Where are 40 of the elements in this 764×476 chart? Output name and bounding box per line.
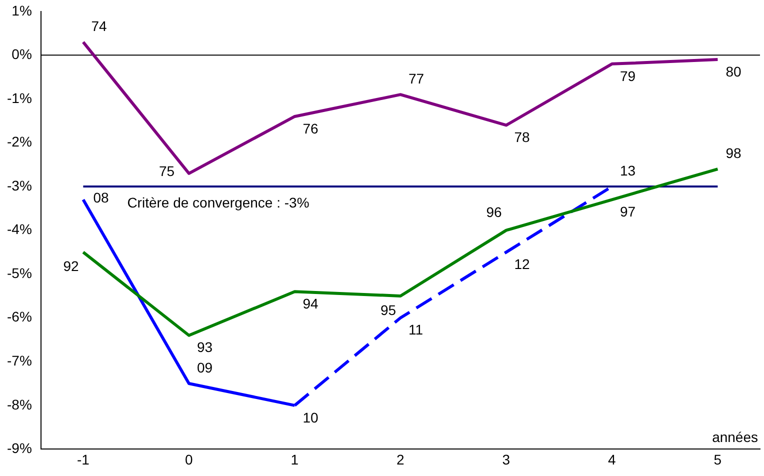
y-tick-label: -4% — [6, 221, 32, 238]
annotation: 08 — [93, 190, 109, 206]
y-tick-label: -2% — [6, 134, 32, 150]
annotation: 09 — [196, 359, 213, 376]
y-tick-label: -9% — [6, 440, 32, 456]
x-axis-title: années — [712, 429, 758, 446]
x-tick-label: 5 — [714, 451, 722, 468]
annotation: 94 — [302, 295, 318, 312]
annotation: 76 — [302, 120, 318, 136]
annotation: 96 — [486, 204, 502, 220]
y-tick-label: -1% — [6, 90, 32, 106]
annotation: 80 — [726, 63, 742, 80]
annotation: 78 — [514, 129, 530, 146]
y-tick-label: 0% — [12, 46, 32, 62]
y-tick-label: -8% — [6, 396, 32, 412]
annotation: 12 — [514, 256, 530, 272]
x-tick-label: -1 — [76, 451, 90, 468]
x-tick-label: 0 — [185, 451, 194, 468]
annotation: 93 — [196, 339, 213, 356]
y-tick-label: -7% — [6, 352, 32, 368]
annotation: 97 — [620, 204, 636, 220]
annotation: 74 — [91, 18, 107, 34]
annotation: 10 — [302, 409, 318, 426]
y-tick-label: 1% — [12, 2, 32, 18]
annotation: 11 — [408, 322, 424, 338]
annotation: 79 — [620, 68, 636, 84]
x-tick-label: 3 — [502, 451, 510, 468]
x-tick-label: 4 — [608, 451, 616, 468]
x-tick-label: 1 — [290, 451, 299, 468]
annotation: 95 — [380, 302, 396, 318]
annotation: 92 — [63, 258, 79, 274]
y-tick-label: -6% — [6, 308, 32, 325]
ref-line-label: Critère de convergence : -3% — [127, 194, 310, 210]
annotation: 98 — [726, 144, 742, 161]
annotation: 77 — [408, 70, 424, 86]
y-tick-label: -5% — [6, 264, 32, 281]
y-tick-label: -3% — [6, 177, 32, 194]
x-tick-label: 2 — [396, 451, 405, 468]
annotation: 75 — [158, 163, 175, 180]
annotation: 13 — [620, 162, 636, 178]
